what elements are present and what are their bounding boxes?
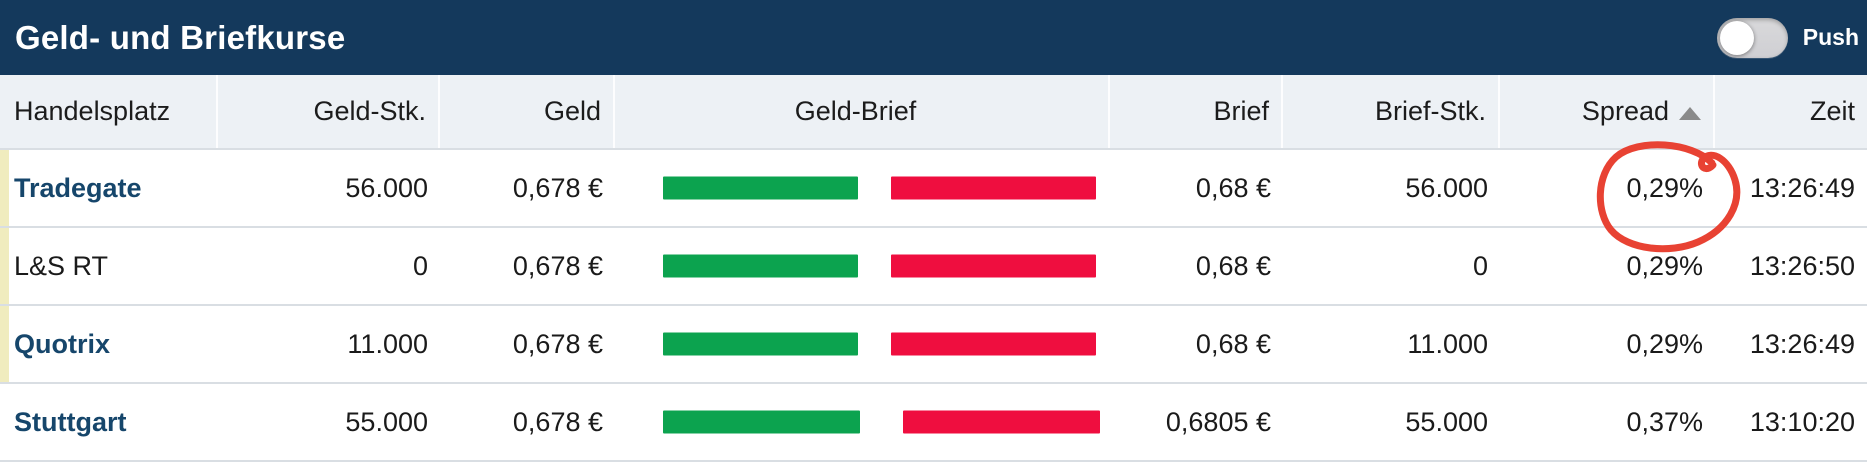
brief-cell: 0,6805 €: [1165, 406, 1271, 437]
venue-cell: Stuttgart: [0, 384, 218, 460]
column-header-label: Geld: [543, 96, 601, 126]
brief-stk-cell: 11.000: [1407, 328, 1488, 359]
zeit-cell: 13:26:49: [1749, 172, 1855, 203]
column-header-geld-brief[interactable]: Geld-Brief: [615, 75, 1110, 148]
sort-asc-icon: [1679, 107, 1701, 120]
zeit-cell: 13:26:49: [1749, 328, 1855, 359]
brief-cell: 0,68 €: [1195, 328, 1271, 359]
brief-bar: [891, 332, 1096, 356]
titlebar: Geld- und Briefkurse Push: [0, 0, 1867, 75]
spread-cell: 0,29%: [1626, 172, 1703, 203]
spread-cell: 0,29%: [1626, 250, 1703, 281]
column-header-brief-stk-[interactable]: Brief-Stk.: [1283, 75, 1500, 148]
table-row: Tradegate 56.000 0,678 € 0,68 € 56.000 0…: [0, 148, 1867, 226]
geld-stk-cell: 0: [412, 250, 428, 281]
venue-link[interactable]: Quotrix: [14, 328, 111, 359]
table-body: Tradegate 56.000 0,678 € 0,68 € 56.000 0…: [0, 148, 1867, 462]
venue-cell: L&S RT: [0, 228, 218, 304]
geld-stk-cell: 56.000: [345, 172, 428, 203]
column-header-handelsplatz[interactable]: Handelsplatz: [0, 75, 218, 148]
venue-cell: Quotrix: [0, 306, 218, 382]
geld-cell: 0,678 €: [512, 250, 603, 281]
geld-brief-bars-cell: [615, 228, 1110, 304]
geld-cell: 0,678 €: [512, 328, 603, 359]
table-row: L&S RT 0 0,678 € 0,68 € 0 0,29% 13:26:50: [0, 226, 1867, 304]
push-control: Push: [1716, 17, 1859, 58]
venue-cell: Tradegate: [0, 150, 218, 226]
column-header-label: Geld-Stk.: [313, 96, 426, 126]
geld-stk-cell: 55.000: [345, 406, 428, 437]
venue-link[interactable]: L&S RT: [14, 250, 109, 281]
geld-bar: [663, 254, 858, 278]
zeit-cell: 13:26:50: [1749, 250, 1855, 281]
column-header-label: Brief-Stk.: [1374, 96, 1486, 126]
brief-stk-cell: 56.000: [1405, 172, 1488, 203]
column-header-label: Brief: [1213, 96, 1269, 126]
spread-cell: 0,29%: [1626, 328, 1703, 359]
page-title: Geld- und Briefkurse: [15, 18, 346, 56]
brief-stk-cell: 55.000: [1405, 406, 1488, 437]
geld-brief-bars-cell: [615, 306, 1110, 382]
push-toggle[interactable]: [1716, 17, 1788, 58]
push-toggle-knob[interactable]: [1719, 20, 1754, 55]
geld-bar: [663, 332, 858, 356]
table-row: Stuttgart 55.000 0,678 € 0,6805 € 55.000…: [0, 382, 1867, 460]
column-header-spread[interactable]: Spread: [1500, 75, 1715, 148]
geld-bar: [663, 410, 860, 434]
brief-bar: [891, 254, 1096, 278]
brief-bar: [903, 410, 1100, 434]
brief-cell: 0,68 €: [1195, 250, 1271, 281]
column-header-label: Zeit: [1809, 96, 1855, 126]
brief-bar: [891, 176, 1096, 200]
brief-stk-cell: 0: [1472, 250, 1488, 281]
column-header-label: Handelsplatz: [14, 96, 171, 126]
venue-link[interactable]: Stuttgart: [14, 406, 127, 437]
geld-brief-bars-cell: [615, 384, 1110, 460]
column-header-label: Geld-Brief: [794, 96, 917, 126]
column-header-label: Spread: [1581, 96, 1669, 126]
table-header-row: Handelsplatz Geld-Stk. Geld Geld-Brief B…: [0, 75, 1867, 148]
column-header-zeit[interactable]: Zeit: [1715, 75, 1867, 148]
geld-brief-bars-cell: [615, 150, 1110, 226]
column-header-brief[interactable]: Brief: [1110, 75, 1283, 148]
column-header-geld-stk-[interactable]: Geld-Stk.: [218, 75, 440, 148]
zeit-cell: 13:10:20: [1749, 406, 1855, 437]
venue-link[interactable]: Tradegate: [14, 172, 142, 203]
brief-cell: 0,68 €: [1195, 172, 1271, 203]
spread-cell: 0,37%: [1626, 406, 1703, 437]
push-label: Push: [1802, 24, 1859, 50]
geld-stk-cell: 11.000: [347, 328, 428, 359]
geld-bar: [663, 176, 858, 200]
geld-cell: 0,678 €: [512, 172, 603, 203]
column-header-geld[interactable]: Geld: [440, 75, 615, 148]
geld-cell: 0,678 €: [512, 406, 603, 437]
table-row: Quotrix 11.000 0,678 € 0,68 € 11.000 0,2…: [0, 304, 1867, 382]
